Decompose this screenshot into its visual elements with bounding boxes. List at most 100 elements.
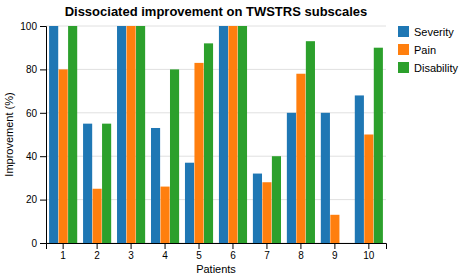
- bar: [374, 48, 383, 243]
- bar: [160, 187, 169, 243]
- tick: 7: [264, 243, 270, 261]
- y-axis: 0 20 40 60 80 100: [20, 21, 46, 249]
- tick-mark: [266, 243, 267, 249]
- bars: [49, 26, 383, 243]
- tick: 80: [26, 64, 46, 75]
- legend-swatch: [398, 44, 409, 55]
- legend-item: Severity: [398, 26, 454, 38]
- tick-mark: [40, 26, 46, 27]
- axis-domain: [40, 27, 47, 244]
- legend-label: Severity: [414, 26, 454, 38]
- bar: [340, 243, 349, 244]
- tick: 4: [162, 243, 168, 261]
- tick-mark: [40, 200, 46, 201]
- bar: [49, 26, 58, 243]
- bar: [330, 215, 339, 243]
- tick: 1: [60, 243, 66, 261]
- title: Dissociated improvement on TWSTRS subsca…: [65, 4, 368, 19]
- bar: [136, 26, 145, 243]
- grid-line: [46, 69, 386, 70]
- tick-mark: [63, 243, 64, 249]
- tick-label: 20: [26, 194, 38, 205]
- tick: 2: [94, 243, 100, 261]
- bar: [93, 189, 102, 243]
- grid-line: [46, 26, 386, 27]
- tick-label: 10: [363, 250, 375, 261]
- tick-label: 5: [196, 250, 202, 261]
- tick: 0: [31, 238, 46, 249]
- bar-series: [49, 26, 364, 243]
- tick: 8: [298, 243, 304, 261]
- bar: [151, 128, 160, 243]
- bar: [272, 156, 281, 243]
- tick-mark: [300, 243, 301, 249]
- legend-item: Disability: [398, 62, 459, 74]
- bar: [102, 124, 111, 243]
- tick-label: 3: [128, 250, 134, 261]
- y-axis-title: Improvement (%): [3, 92, 15, 176]
- legend: Severity Pain Disability: [398, 26, 459, 74]
- legend-swatch: [398, 62, 409, 73]
- tick-label: 7: [264, 250, 270, 261]
- tick-label: 8: [298, 250, 304, 261]
- tick: 9: [332, 243, 338, 261]
- chart: 12345678910020406080100Dissociated impro…: [0, 0, 474, 279]
- bar: [68, 26, 77, 243]
- tick: 5: [196, 243, 202, 261]
- bar: [287, 113, 296, 243]
- legend-swatch: [398, 26, 409, 37]
- tick-label: 0: [31, 238, 37, 249]
- tick-mark: [40, 113, 46, 114]
- tick-label: 80: [26, 64, 38, 75]
- bar-series: [68, 26, 383, 243]
- tick-label: 6: [230, 250, 236, 261]
- bar: [364, 135, 373, 244]
- bar: [127, 26, 136, 243]
- grid: [46, 26, 386, 243]
- tick-label: 1: [60, 250, 66, 261]
- bar: [204, 43, 213, 243]
- tick: 100: [20, 21, 46, 32]
- bar: [355, 95, 364, 243]
- tick-mark: [97, 243, 98, 249]
- tick-mark: [131, 243, 132, 249]
- bar: [238, 26, 247, 243]
- tick: 20: [26, 194, 46, 205]
- tick: 3: [128, 243, 134, 261]
- tick-mark: [334, 243, 335, 249]
- bar: [59, 69, 68, 243]
- tick: 10: [363, 243, 375, 261]
- bar: [321, 113, 330, 243]
- bar: [170, 69, 179, 243]
- bar: [228, 26, 237, 243]
- tick-label: 60: [26, 108, 38, 119]
- tick-mark: [368, 243, 369, 249]
- x-axis-title: Patients: [196, 263, 236, 275]
- tick-label: 100: [20, 21, 37, 32]
- bar: [185, 163, 194, 243]
- tick-label: 40: [26, 151, 38, 162]
- axis-domain: [47, 244, 387, 250]
- bar: [117, 26, 126, 243]
- tick: 60: [26, 108, 46, 119]
- tick-mark: [232, 243, 233, 249]
- tick-label: 9: [332, 250, 338, 261]
- legend-label: Disability: [414, 62, 459, 74]
- tick-mark: [40, 69, 46, 70]
- tick-label: 2: [94, 250, 100, 261]
- tick-mark: [40, 243, 46, 244]
- bar: [194, 63, 203, 243]
- grid-line: [46, 156, 386, 157]
- legend-label: Pain: [414, 44, 436, 56]
- bar: [253, 174, 262, 243]
- tick-mark: [165, 243, 166, 249]
- tick-label: 4: [162, 250, 168, 261]
- bar: [219, 26, 228, 243]
- grid-line: [46, 112, 386, 113]
- bar: [83, 124, 92, 243]
- bar: [296, 74, 305, 243]
- bar-series: [59, 26, 374, 243]
- plot: 12345678910020406080100: [20, 21, 386, 261]
- bar: [306, 41, 315, 243]
- bar: [262, 182, 271, 243]
